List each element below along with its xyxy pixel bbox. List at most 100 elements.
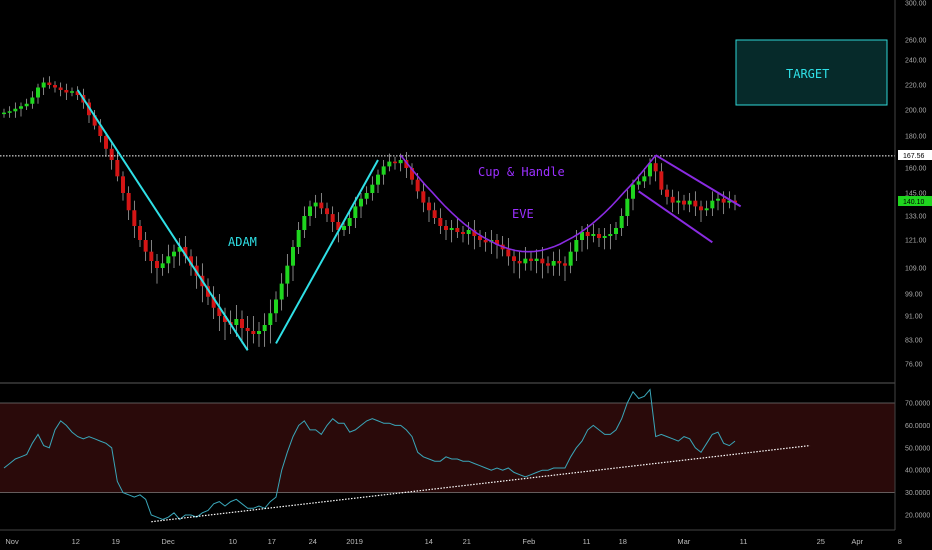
price-pane[interactable]: [0, 76, 895, 351]
candle-down: [432, 210, 437, 218]
candle-up: [262, 325, 267, 331]
date-axis-label: 8: [898, 537, 902, 546]
rsi-axis-label: 30.0000: [905, 490, 930, 497]
candle-down: [517, 261, 522, 264]
date-axis-label: 14: [425, 537, 433, 546]
candle-up: [608, 234, 613, 236]
candle-up: [353, 206, 358, 218]
date-axis-label: Dec: [161, 537, 175, 546]
price-badge-bg: [898, 196, 932, 206]
candle-up: [268, 313, 273, 325]
rsi-line: [3, 388, 736, 521]
price-axis-label: 180.00: [905, 134, 927, 141]
candle-down: [53, 85, 57, 88]
candle-down: [206, 286, 210, 297]
cup-curve: [400, 154, 657, 253]
candle-up: [313, 202, 318, 207]
date-axis-label: 12: [72, 537, 80, 546]
candle-down: [585, 232, 590, 236]
candle-up: [642, 176, 647, 182]
candle-up: [727, 200, 732, 203]
candle-up: [591, 234, 596, 236]
candle-up: [70, 91, 74, 93]
price-axis[interactable]: 300.00 260.00 240.00 220.00 200.00 180.00 160.…: [905, 1, 927, 369]
candle-down: [336, 222, 341, 230]
candle-down: [506, 249, 511, 257]
candle-down: [540, 258, 545, 264]
candle-up: [41, 82, 46, 88]
annotation-adam[interactable]: ADAM: [228, 235, 257, 249]
downtrend-line: [76, 89, 249, 351]
candle-down: [421, 191, 426, 203]
candle-up: [398, 160, 403, 164]
candle-down: [245, 328, 250, 331]
candle-down: [563, 263, 567, 266]
candle-down: [325, 208, 329, 215]
candle-down: [529, 258, 533, 261]
candle-down: [670, 196, 675, 203]
candle-up: [648, 163, 652, 177]
candle-up: [177, 247, 182, 252]
candle-down: [478, 236, 482, 240]
candle-up: [619, 216, 624, 228]
rsi-pane[interactable]: [0, 388, 895, 523]
annotation-cup-handle[interactable]: Cup & Handle: [478, 165, 565, 179]
date-axis-label: 25: [817, 537, 825, 546]
price-axis-label: 109.00: [905, 266, 927, 273]
candle-down: [251, 331, 256, 334]
price-badge: 140.10: [898, 196, 932, 206]
candle-up: [257, 331, 261, 334]
handle-upper-line: [655, 154, 742, 208]
price-axis-label: 160.00: [905, 166, 927, 173]
candle-up: [523, 258, 528, 264]
price-axis-label: 99.00: [905, 292, 923, 299]
candle-down: [393, 161, 397, 164]
candle-down: [319, 202, 324, 209]
candle-up: [36, 87, 40, 98]
candle-down: [98, 125, 103, 136]
candle-up: [291, 247, 295, 266]
candle-up: [279, 283, 284, 300]
candle-down: [410, 168, 414, 180]
candle-down: [104, 136, 108, 149]
price-axis-label: 300.00: [905, 1, 927, 8]
candle-up: [302, 216, 307, 230]
price-axis-label: 83.00: [905, 338, 923, 345]
candle-up: [308, 206, 312, 216]
candle-down: [461, 232, 465, 234]
date-axis-label: 24: [309, 537, 317, 546]
candle-up: [13, 108, 18, 112]
candle-up: [364, 193, 369, 199]
candle-up: [710, 200, 715, 209]
candle-up: [285, 265, 290, 284]
rsi-axis[interactable]: 70.0000 60.0000 50.0000 40.0000 30.0000 20.00…: [905, 401, 930, 520]
date-axis-label: Mar: [677, 537, 690, 546]
candle-down: [495, 240, 499, 245]
target-box[interactable]: TARGET: [735, 39, 888, 106]
price-badge-text: 140.10: [903, 199, 925, 206]
candle-up: [274, 299, 278, 314]
date-axis-label: Nov: [5, 537, 19, 546]
price-axis-label: 121.00: [905, 238, 927, 245]
candle-up: [7, 111, 12, 113]
annotation-eve[interactable]: EVE: [512, 207, 534, 221]
candle-up: [2, 112, 6, 115]
candle-down: [699, 206, 703, 211]
candle-down: [155, 261, 159, 268]
rsi-band: [0, 403, 895, 493]
candle-down: [138, 226, 142, 240]
candle-up: [534, 258, 539, 261]
rsi-support-line: [151, 444, 811, 523]
candle-up: [580, 232, 584, 240]
candle-up: [568, 251, 573, 266]
candle-up: [716, 198, 720, 201]
price-axis-label: 145.00: [905, 191, 927, 198]
rsi-axis-label: 40.0000: [905, 468, 930, 475]
candle-down: [183, 247, 188, 257]
candle-down: [557, 261, 562, 264]
candle-up: [296, 230, 301, 247]
candle-up: [381, 166, 386, 175]
date-axis[interactable]: Nov 12 19 Dec 10 17 24 2019 14 21 Feb 11 18 Mar 11 25 Ap…: [0, 529, 902, 546]
candle-up: [160, 263, 165, 268]
candle-down: [223, 316, 227, 322]
